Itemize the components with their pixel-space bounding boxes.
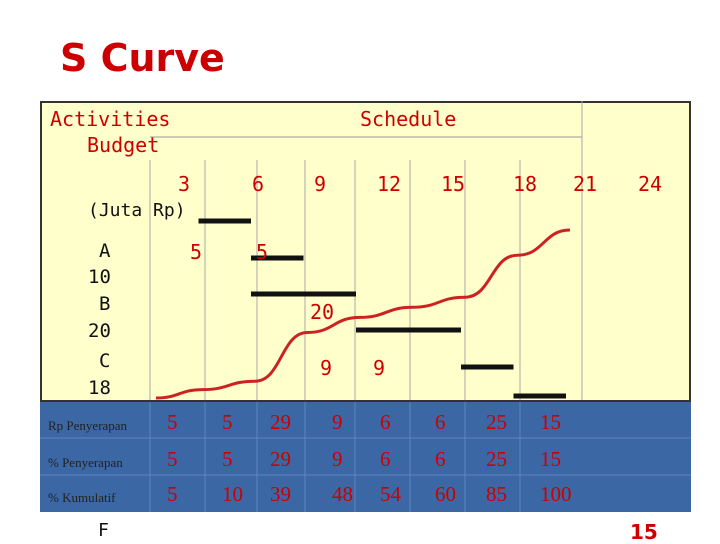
bar-value-label: 20	[310, 300, 335, 324]
table-cell: 29	[270, 447, 291, 471]
table-cell: 9	[332, 447, 343, 471]
bar-value-label: 9	[320, 356, 333, 380]
table-cell: 6	[435, 447, 446, 471]
x-tick-label: 24	[638, 172, 663, 196]
table-cell: 48	[332, 482, 353, 506]
summary-table	[40, 402, 691, 512]
table-cell: 5	[222, 447, 233, 471]
table-cell: 5	[167, 410, 178, 434]
table-cell: 5	[167, 447, 178, 471]
header-activities: Activities	[50, 107, 171, 131]
table-cell: 54	[380, 482, 401, 506]
header-schedule: Schedule	[360, 107, 457, 131]
x-tick-label: 21	[573, 172, 598, 196]
bar-value-label: 5	[190, 240, 203, 264]
bar-value-label: 9	[373, 356, 386, 380]
table-cell: 9	[332, 410, 343, 434]
x-tick-label: 15	[441, 172, 466, 196]
activity-budget: 20	[88, 320, 111, 342]
table-cell: 25	[486, 410, 507, 434]
x-tick-label: 12	[377, 172, 402, 196]
table-row-label: % Penyerapan	[48, 455, 123, 470]
page-number: 15	[630, 520, 658, 544]
table-cell: 15	[540, 410, 561, 434]
table-cell: 29	[270, 410, 291, 434]
bar-value-label: 5	[256, 240, 269, 264]
activity-name: C	[99, 350, 111, 372]
header-budget: Budget	[87, 133, 160, 157]
x-tick-label: 9	[314, 172, 327, 196]
table-cell: 85	[486, 482, 507, 506]
slide-title: S Curve	[60, 36, 225, 80]
table-cell: 6	[435, 410, 446, 434]
table-cell: 10	[222, 482, 243, 506]
activity-name: B	[99, 293, 111, 315]
activity-name: A	[99, 240, 111, 262]
table-cell: 6	[380, 410, 391, 434]
table-row-label: % Kumulatif	[48, 490, 116, 505]
x-tick-label: 18	[513, 172, 538, 196]
unit-label: (Juta Rp)	[88, 200, 186, 221]
table-cell: 100	[540, 482, 572, 506]
table-cell: 5	[222, 410, 233, 434]
activity-budget: 18	[88, 377, 111, 399]
table-cell: 6	[380, 447, 391, 471]
table-cell: 39	[270, 482, 291, 506]
x-tick-label: 6	[252, 172, 265, 196]
table-cell: 15	[540, 447, 561, 471]
s-curve-line	[155, 228, 571, 400]
table-cell: 60	[435, 482, 456, 506]
table-row-label: Rp Penyerapan	[48, 418, 128, 433]
table-cell: 25	[486, 447, 507, 471]
table-cell: 5	[167, 482, 178, 506]
footer-label: F	[98, 520, 109, 541]
activity-budget: 10	[88, 266, 111, 288]
x-tick-label: 3	[178, 172, 191, 196]
